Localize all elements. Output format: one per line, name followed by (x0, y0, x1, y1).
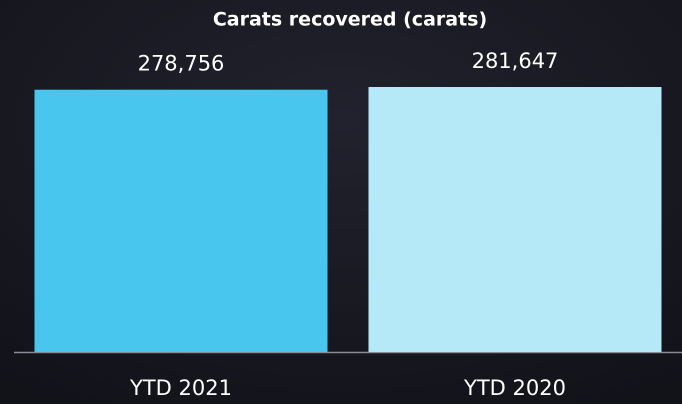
x-tick-label: YTD 2021 (129, 376, 232, 400)
value-label: 278,756 (138, 52, 225, 76)
bar (368, 87, 662, 352)
x-tick-label: YTD 2020 (463, 376, 566, 400)
chart-title: Carats recovered (carats) (213, 9, 487, 31)
value-label: 281,647 (472, 49, 559, 73)
bar (34, 89, 328, 352)
